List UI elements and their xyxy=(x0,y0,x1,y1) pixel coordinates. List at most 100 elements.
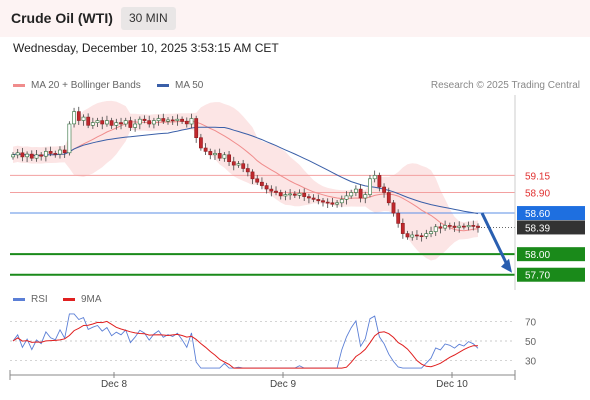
candle-body xyxy=(302,192,307,197)
candle-body xyxy=(424,233,429,237)
legend-bollinger-label: MA 20 + Bollinger Bands xyxy=(31,80,141,91)
candle-body xyxy=(316,199,321,202)
candle-body xyxy=(86,116,91,126)
candle-body xyxy=(222,154,227,159)
candle-body xyxy=(377,175,382,188)
candle-body xyxy=(349,192,354,197)
candle-body xyxy=(114,122,119,126)
price-label-58-00: 58.00 xyxy=(525,250,550,261)
rsi-tick-50: 50 xyxy=(525,337,537,348)
candle-body xyxy=(447,225,452,227)
candle-body xyxy=(147,120,152,125)
candle-body xyxy=(180,118,185,122)
rsi-9ma-line xyxy=(12,320,478,369)
candle-body xyxy=(396,212,401,224)
candle-body xyxy=(166,119,170,122)
candle-body xyxy=(227,154,232,163)
legend-ma50-label: MA 50 xyxy=(175,80,204,91)
candle-body xyxy=(274,190,278,193)
candle-body xyxy=(358,188,363,199)
candle-body xyxy=(386,192,391,204)
candle-body xyxy=(466,225,471,228)
candle-body xyxy=(170,119,175,122)
candle-body xyxy=(81,116,86,121)
candle-body xyxy=(90,122,95,126)
price-label-58-39: 58.39 xyxy=(525,223,550,234)
candle-body xyxy=(250,171,255,180)
x-tick-label: Dec 8 xyxy=(101,379,128,390)
candle-body xyxy=(15,152,20,156)
candle-body xyxy=(391,202,396,214)
candle-body xyxy=(100,120,105,125)
candle-body xyxy=(53,153,58,155)
candle-body xyxy=(269,188,274,192)
candle-body xyxy=(344,195,349,200)
candle-body xyxy=(76,111,81,121)
candle-body xyxy=(297,192,302,196)
candle-body xyxy=(245,168,250,173)
rsi-tick-70: 70 xyxy=(525,318,537,329)
candle-body xyxy=(311,197,316,200)
candle-body xyxy=(62,149,67,154)
candle-body xyxy=(128,120,133,128)
candle-body xyxy=(325,201,330,204)
candle-body xyxy=(95,120,100,123)
legend-swatch-9ma xyxy=(63,297,75,301)
timestamp: Wednesday, December 10, 2025 3:53:15 AM … xyxy=(13,41,279,55)
candle-body xyxy=(335,202,340,205)
projection-arrow xyxy=(480,212,510,268)
candle-body xyxy=(152,120,156,125)
candle-body xyxy=(39,154,44,157)
price-label-58-39-bg xyxy=(517,220,585,235)
candle-body xyxy=(429,231,433,235)
candle-body xyxy=(292,193,297,196)
candle-body xyxy=(264,185,269,190)
candle-body xyxy=(194,118,199,139)
candle-body xyxy=(288,193,293,196)
legend-swatch-ma50 xyxy=(157,83,169,87)
candle-body xyxy=(353,188,358,193)
candle-body xyxy=(461,225,466,228)
candle-body xyxy=(382,186,387,193)
candle-body xyxy=(368,178,372,195)
candle-body xyxy=(105,120,109,125)
candle-body xyxy=(189,118,194,125)
candle-body xyxy=(321,200,325,203)
price-label-59-15: 59.15 xyxy=(525,171,550,182)
candle-body xyxy=(208,151,213,156)
candle-body xyxy=(203,147,208,152)
legend-rsi: RSI xyxy=(13,294,48,305)
rsi-tick-30: 30 xyxy=(525,356,537,367)
candle-body xyxy=(217,153,222,159)
candle-body xyxy=(306,196,311,199)
candle-body xyxy=(20,152,25,158)
legend-9ma: 9MA xyxy=(63,294,102,305)
candle-body xyxy=(142,118,147,121)
candle-body xyxy=(255,178,260,183)
candle-body xyxy=(433,226,438,232)
bollinger-band xyxy=(13,100,478,261)
legend-swatch-rsi xyxy=(13,297,25,301)
candle-body xyxy=(34,154,39,159)
candle-body xyxy=(213,153,217,156)
candle-body xyxy=(241,163,246,169)
candle-body xyxy=(58,149,62,155)
price-label-58-00-bg xyxy=(517,247,585,262)
price-label-58-60: 58.60 xyxy=(525,209,550,220)
x-tick-label: Dec 9 xyxy=(270,379,297,390)
candle-body xyxy=(400,223,405,234)
candle-body xyxy=(452,225,457,228)
candle-body xyxy=(184,120,189,125)
ma20-line xyxy=(12,120,479,232)
price-label-57-70: 57.70 xyxy=(525,271,550,282)
timeframe-badge[interactable]: 30 MIN xyxy=(121,7,176,30)
candle-body xyxy=(43,151,48,157)
candle-body xyxy=(29,153,34,159)
price-label-57-70-bg xyxy=(517,267,585,282)
candle-body xyxy=(67,123,72,154)
legend-9ma-label: 9MA xyxy=(81,294,102,305)
candle-body xyxy=(339,199,344,204)
candle-body xyxy=(119,122,123,125)
candle-body xyxy=(11,154,15,158)
